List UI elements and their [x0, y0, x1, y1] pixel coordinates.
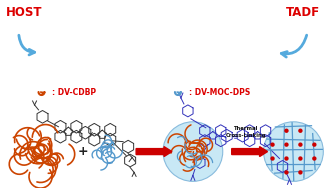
Circle shape — [284, 143, 289, 147]
Text: TADF: TADF — [286, 6, 320, 19]
Circle shape — [270, 143, 275, 147]
Text: HOST: HOST — [6, 6, 42, 19]
FancyArrowPatch shape — [281, 35, 307, 57]
FancyArrow shape — [136, 147, 172, 156]
Text: : DV-CDBP: : DV-CDBP — [52, 88, 96, 97]
Circle shape — [284, 170, 289, 175]
Circle shape — [298, 143, 303, 147]
Text: +: + — [78, 145, 89, 158]
Circle shape — [298, 129, 303, 133]
Circle shape — [312, 156, 317, 161]
Circle shape — [263, 122, 323, 181]
FancyArrow shape — [232, 147, 268, 156]
Circle shape — [270, 156, 275, 161]
Circle shape — [312, 143, 317, 147]
Text: : DV-MOC-DPS: : DV-MOC-DPS — [189, 88, 250, 97]
Circle shape — [298, 156, 303, 161]
Circle shape — [284, 129, 289, 133]
Circle shape — [298, 170, 303, 175]
Circle shape — [163, 122, 223, 181]
Text: Thermal
Cross-Linking: Thermal Cross-Linking — [225, 126, 266, 138]
Circle shape — [284, 156, 289, 161]
FancyArrowPatch shape — [19, 35, 35, 55]
